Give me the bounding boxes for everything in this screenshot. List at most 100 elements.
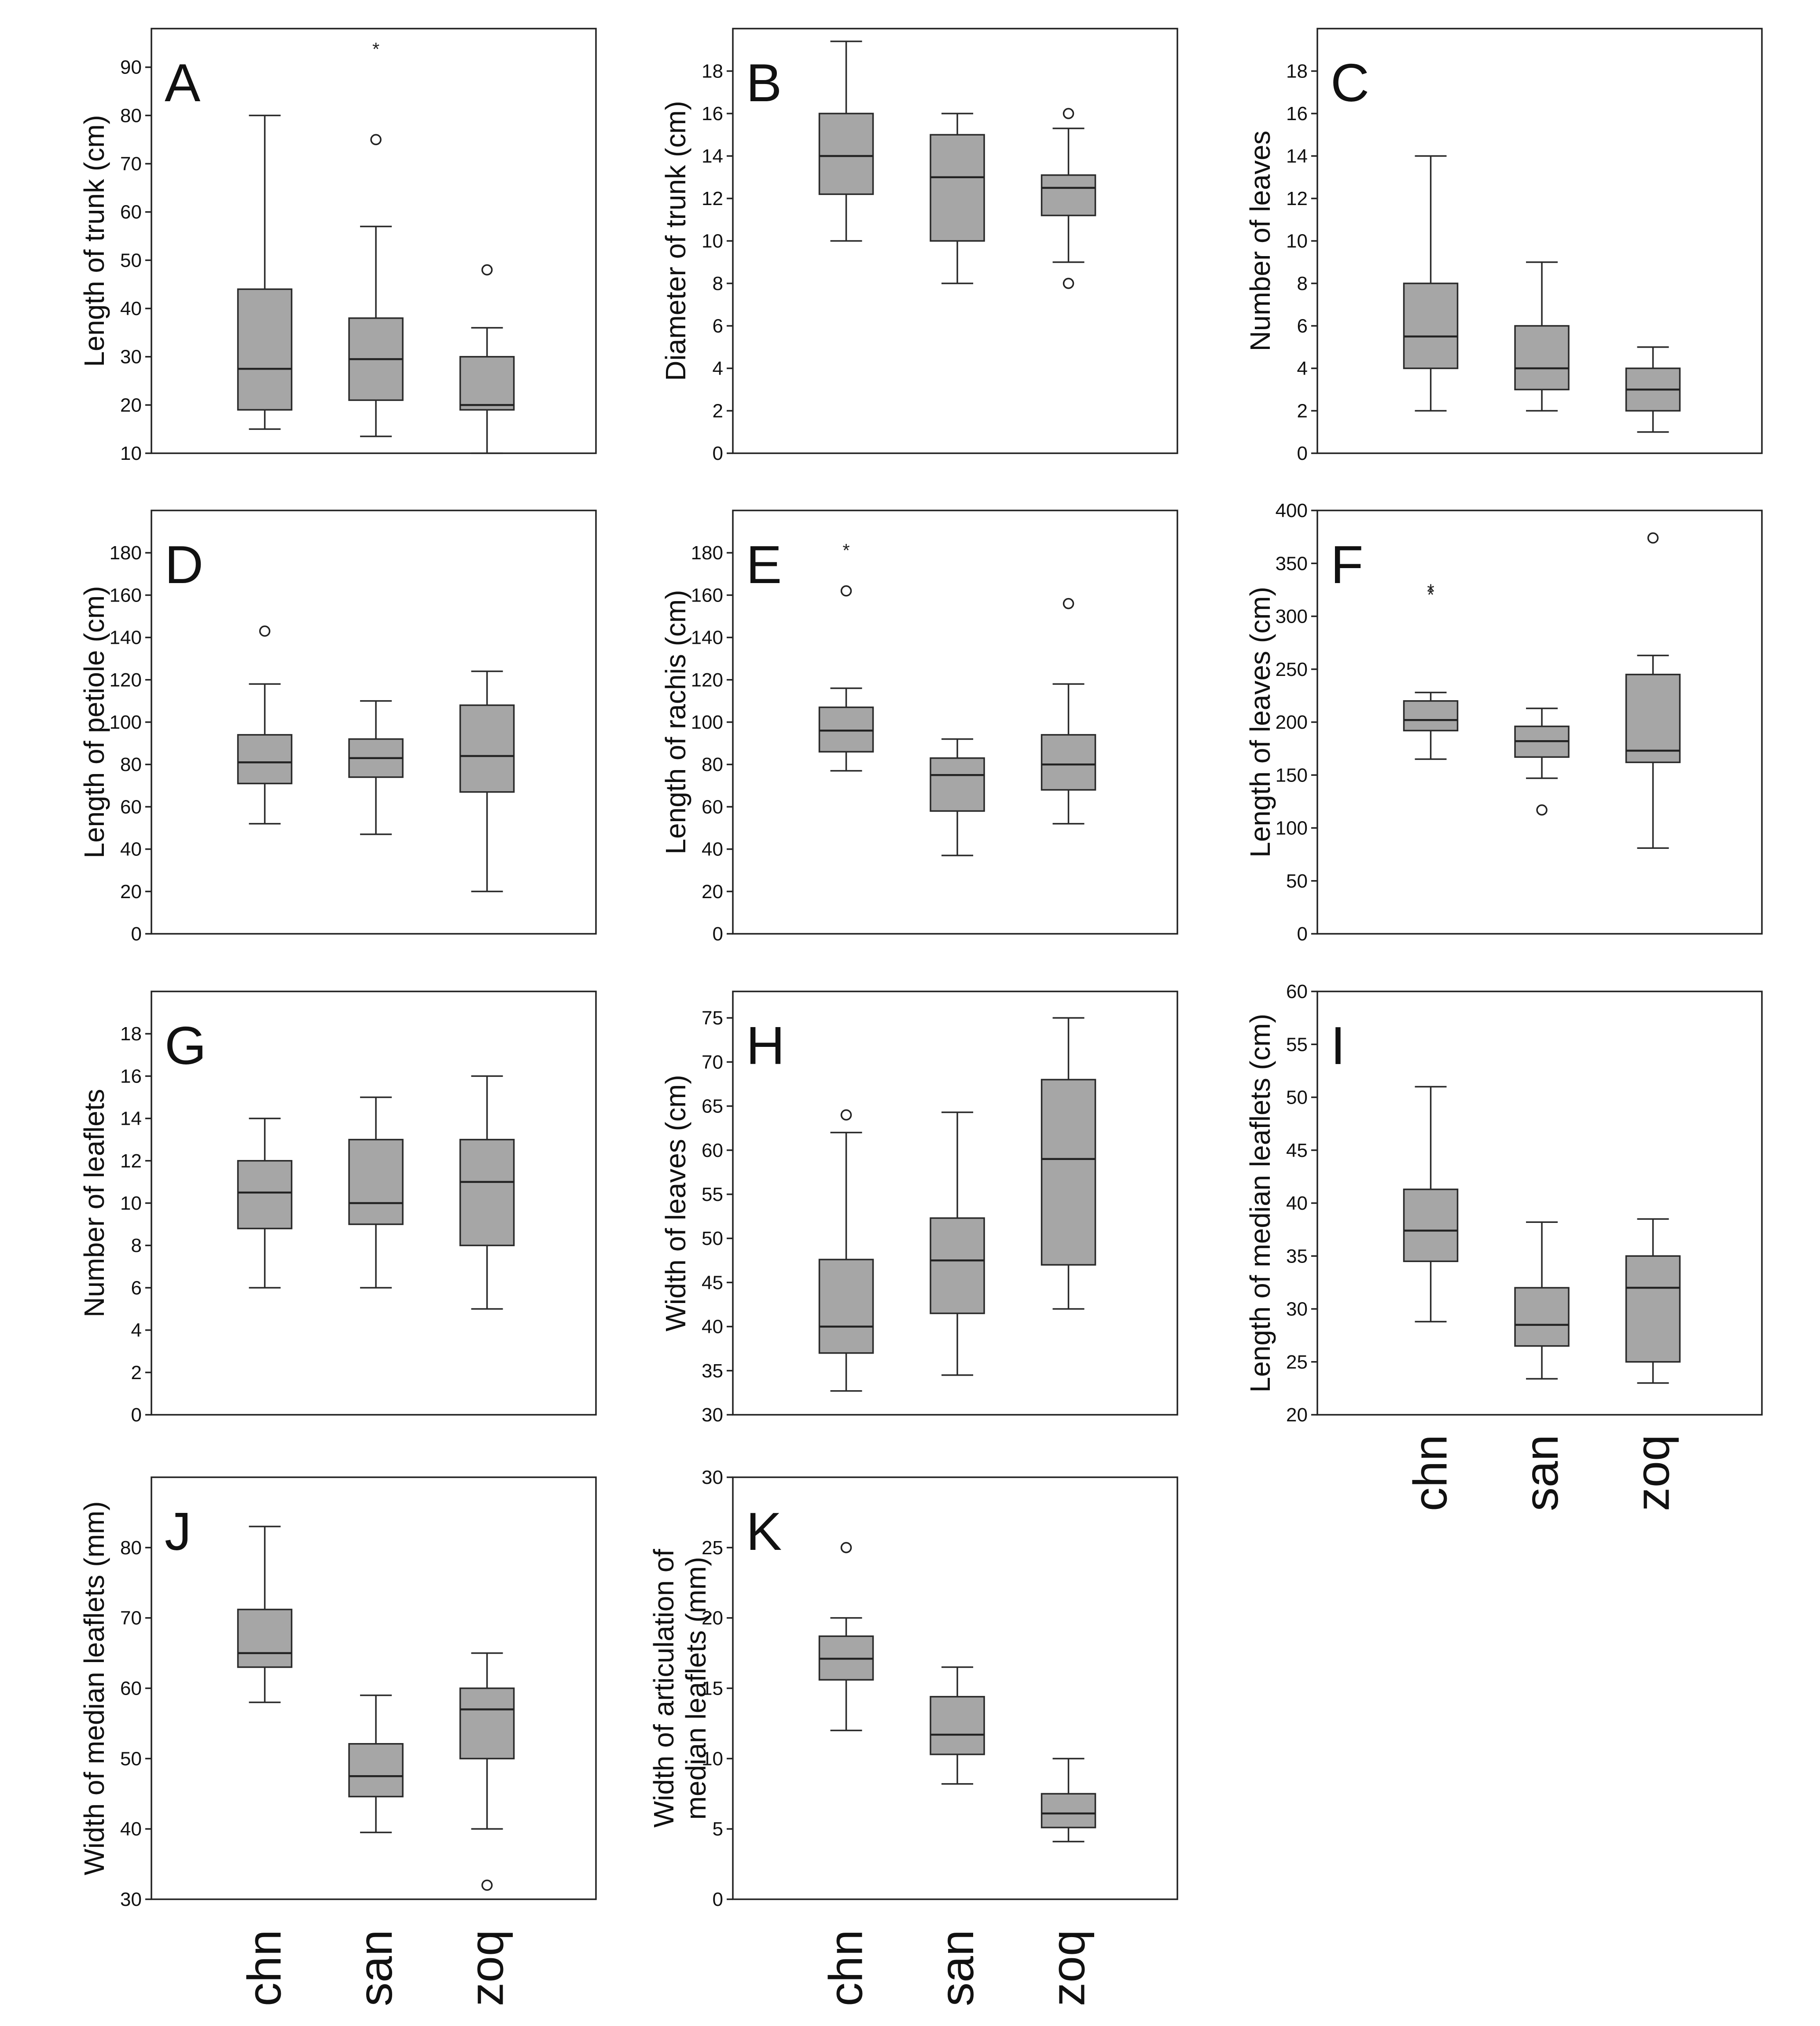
y-tick-label: 20	[120, 394, 142, 416]
y-tick-label: 40	[702, 1316, 723, 1338]
box-group-chn: **	[1403, 580, 1459, 760]
plot-frame	[151, 28, 597, 454]
outlier-point	[1647, 532, 1659, 544]
iqr-box	[1041, 1793, 1096, 1828]
y-tick-label: 75	[702, 1007, 723, 1029]
iqr-box	[1041, 734, 1096, 791]
y-tick-label: 15	[702, 1678, 723, 1699]
box-group-zoq	[459, 670, 515, 892]
iqr-box	[1625, 1255, 1681, 1363]
y-tick-label: 70	[120, 1608, 142, 1629]
outlier-point	[259, 625, 271, 637]
box-group-zoq	[1041, 1017, 1096, 1310]
box-group-chn	[237, 114, 293, 430]
y-tick-label: 14	[1286, 146, 1308, 167]
y-tick-label: 0	[713, 923, 723, 945]
y-tick-label: 180	[110, 542, 142, 564]
box-group-zoq	[1625, 346, 1681, 433]
y-tick-label: 45	[1286, 1140, 1308, 1161]
y-axis-label: Length of median leaflets (cm)	[1244, 1014, 1276, 1393]
iqr-box	[930, 1217, 985, 1314]
panel-letter: D	[165, 535, 203, 595]
box-group-zoq	[1625, 532, 1681, 849]
box-group-chn	[237, 1117, 293, 1289]
box-group-zoq	[1041, 1758, 1096, 1842]
outlier-point	[1063, 108, 1074, 119]
y-tick-label: 6	[713, 316, 723, 337]
extreme-point: *	[1427, 584, 1434, 605]
outlier-point	[840, 1109, 852, 1121]
y-tick-label: 60	[120, 796, 142, 818]
y-tick-label: 50	[1286, 1087, 1308, 1108]
y-axis-label: Diameter of trunk (cm)	[660, 101, 691, 381]
box-group-chn	[237, 625, 293, 825]
box-group-chn	[818, 40, 874, 242]
iqr-box	[237, 1160, 293, 1230]
panel-letter: F	[1331, 535, 1364, 595]
y-axis-label: Width of median leaflets (mm)	[78, 1501, 110, 1875]
outlier-point	[1063, 278, 1074, 289]
y-tick-label: 10	[120, 1193, 142, 1214]
y-tick-label: 35	[1286, 1245, 1308, 1267]
y-tick-label: 30	[702, 1467, 723, 1488]
y-tick-label: 120	[110, 669, 142, 691]
iqr-box	[1041, 174, 1096, 217]
y-tick-label: 200	[1276, 712, 1308, 733]
y-tick-label: 0	[713, 443, 723, 464]
y-tick-label: 50	[702, 1228, 723, 1249]
y-tick-label: 150	[1276, 764, 1308, 786]
y-tick-label: 30	[120, 346, 142, 368]
iqr-box	[818, 706, 874, 753]
y-tick-label: 30	[1286, 1299, 1308, 1320]
y-tick-label: 160	[110, 584, 142, 606]
y-tick-label: 300	[1276, 606, 1308, 628]
y-tick-label: 55	[1286, 1034, 1308, 1055]
y-tick-label: 18	[1286, 61, 1308, 82]
y-tick-label: 14	[702, 146, 723, 167]
y-tick-label: 8	[131, 1235, 142, 1256]
panel-k: 0 5 10 15 20 25 30 Width of articulation of medi…	[648, 1467, 1178, 1910]
y-tick-label: 100	[1276, 818, 1308, 839]
iqr-box	[459, 1687, 515, 1760]
y-tick-label: 18	[120, 1023, 142, 1045]
panel-letter: A	[165, 53, 201, 113]
iqr-box	[1041, 1079, 1096, 1266]
iqr-box	[348, 1138, 404, 1225]
y-tick-label: 20	[702, 1608, 723, 1629]
y-tick-label: 60	[702, 1140, 723, 1161]
panel-f: 0 50 100 150 200 250 300 350 400 Length of leaves…	[1244, 500, 1763, 945]
panel-letter: J	[165, 1501, 191, 1561]
plot-frame	[732, 510, 1178, 935]
y-tick-label: 180	[691, 542, 723, 564]
box-group-chn: *	[818, 540, 874, 772]
y-tick-label: 16	[1286, 103, 1308, 125]
iqr-box	[1514, 1287, 1570, 1347]
iqr-box	[237, 734, 293, 785]
y-tick-label: 40	[120, 839, 142, 860]
y-tick-label: 80	[702, 754, 723, 775]
outlier-point	[840, 585, 852, 597]
box-group-san	[930, 1111, 985, 1376]
box-group-zoq	[1625, 1218, 1681, 1384]
iqr-box	[1625, 674, 1681, 763]
box-group-zoq	[459, 1075, 515, 1310]
panel-letter: B	[746, 53, 782, 113]
y-axis-label: Length of trunk (cm)	[78, 115, 110, 367]
y-axis-label: Number of leaves	[1244, 131, 1276, 352]
y-tick-label: 40	[702, 839, 723, 860]
y-tick-label: 0	[713, 1889, 723, 1910]
y-tick-label: 4	[131, 1320, 142, 1341]
box-group-san	[1514, 707, 1570, 816]
panel-c: 0 2 4 6 8 10 12 14 16 18 Number of leaves C	[1244, 28, 1763, 464]
panel-b: 0 2 4 6 8 10 12 14 16 18 Diameter of trunk (cm) B	[660, 28, 1178, 464]
panel-e: 0 20 40 60 80 100 120 140 160 180 Length of rachis…	[660, 510, 1178, 945]
y-tick-label: 60	[120, 202, 142, 223]
y-tick-label: 160	[691, 584, 723, 606]
y-tick-label: 65	[702, 1096, 723, 1117]
y-tick-label: 60	[120, 1678, 142, 1699]
y-tick-label: 60	[702, 796, 723, 818]
y-tick-label: 0	[131, 923, 142, 945]
y-tick-label: 4	[1297, 358, 1308, 379]
iqr-box	[1514, 325, 1570, 390]
